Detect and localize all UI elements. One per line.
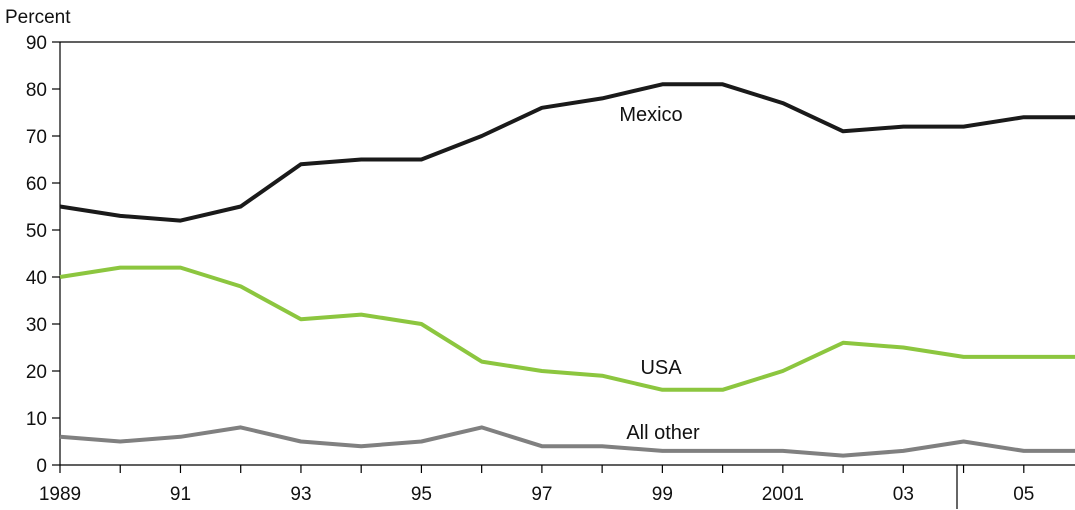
- y-tick-label: 70: [26, 127, 47, 148]
- x-tick-label: 97: [531, 484, 552, 505]
- y-tick-label: 50: [26, 221, 47, 242]
- y-tick-label: 30: [26, 315, 47, 336]
- y-tick-label: 10: [26, 409, 47, 430]
- series-line-usa: [59, 265, 1075, 392]
- x-tick-label: 1989: [39, 484, 81, 505]
- x-tick-label: 03: [893, 484, 914, 505]
- x-tick-label: 95: [411, 484, 432, 505]
- axes: 0 10 20 30 40 50 60 70 80 90 1989 91 93 95 97 99 2001 03 0…: [26, 33, 1075, 509]
- series-lines: [59, 82, 1075, 458]
- series-label-all-other: All other: [626, 422, 700, 444]
- series-label-mexico: Mexico: [619, 104, 682, 126]
- y-tick-label: 60: [26, 174, 47, 195]
- y-tick-label: 20: [26, 362, 47, 383]
- y-tick-label: 40: [26, 268, 47, 289]
- series-labels: Mexico USA All other: [619, 104, 700, 444]
- y-axis-unit-label: Percent: [5, 7, 71, 28]
- x-tick-label: 2001: [762, 484, 804, 505]
- x-tick-label: 05: [1013, 484, 1034, 505]
- series-line-all-other: [59, 425, 1075, 458]
- y-tick-label: 90: [26, 33, 47, 54]
- series-line-mexico: [59, 82, 1075, 223]
- x-tick-label: 99: [652, 484, 673, 505]
- y-tick-label: 80: [26, 80, 47, 101]
- series-label-usa: USA: [640, 357, 682, 379]
- x-tick-label: 91: [170, 484, 191, 505]
- y-tick-label: 0: [36, 456, 47, 477]
- x-tick-label: 93: [290, 484, 311, 505]
